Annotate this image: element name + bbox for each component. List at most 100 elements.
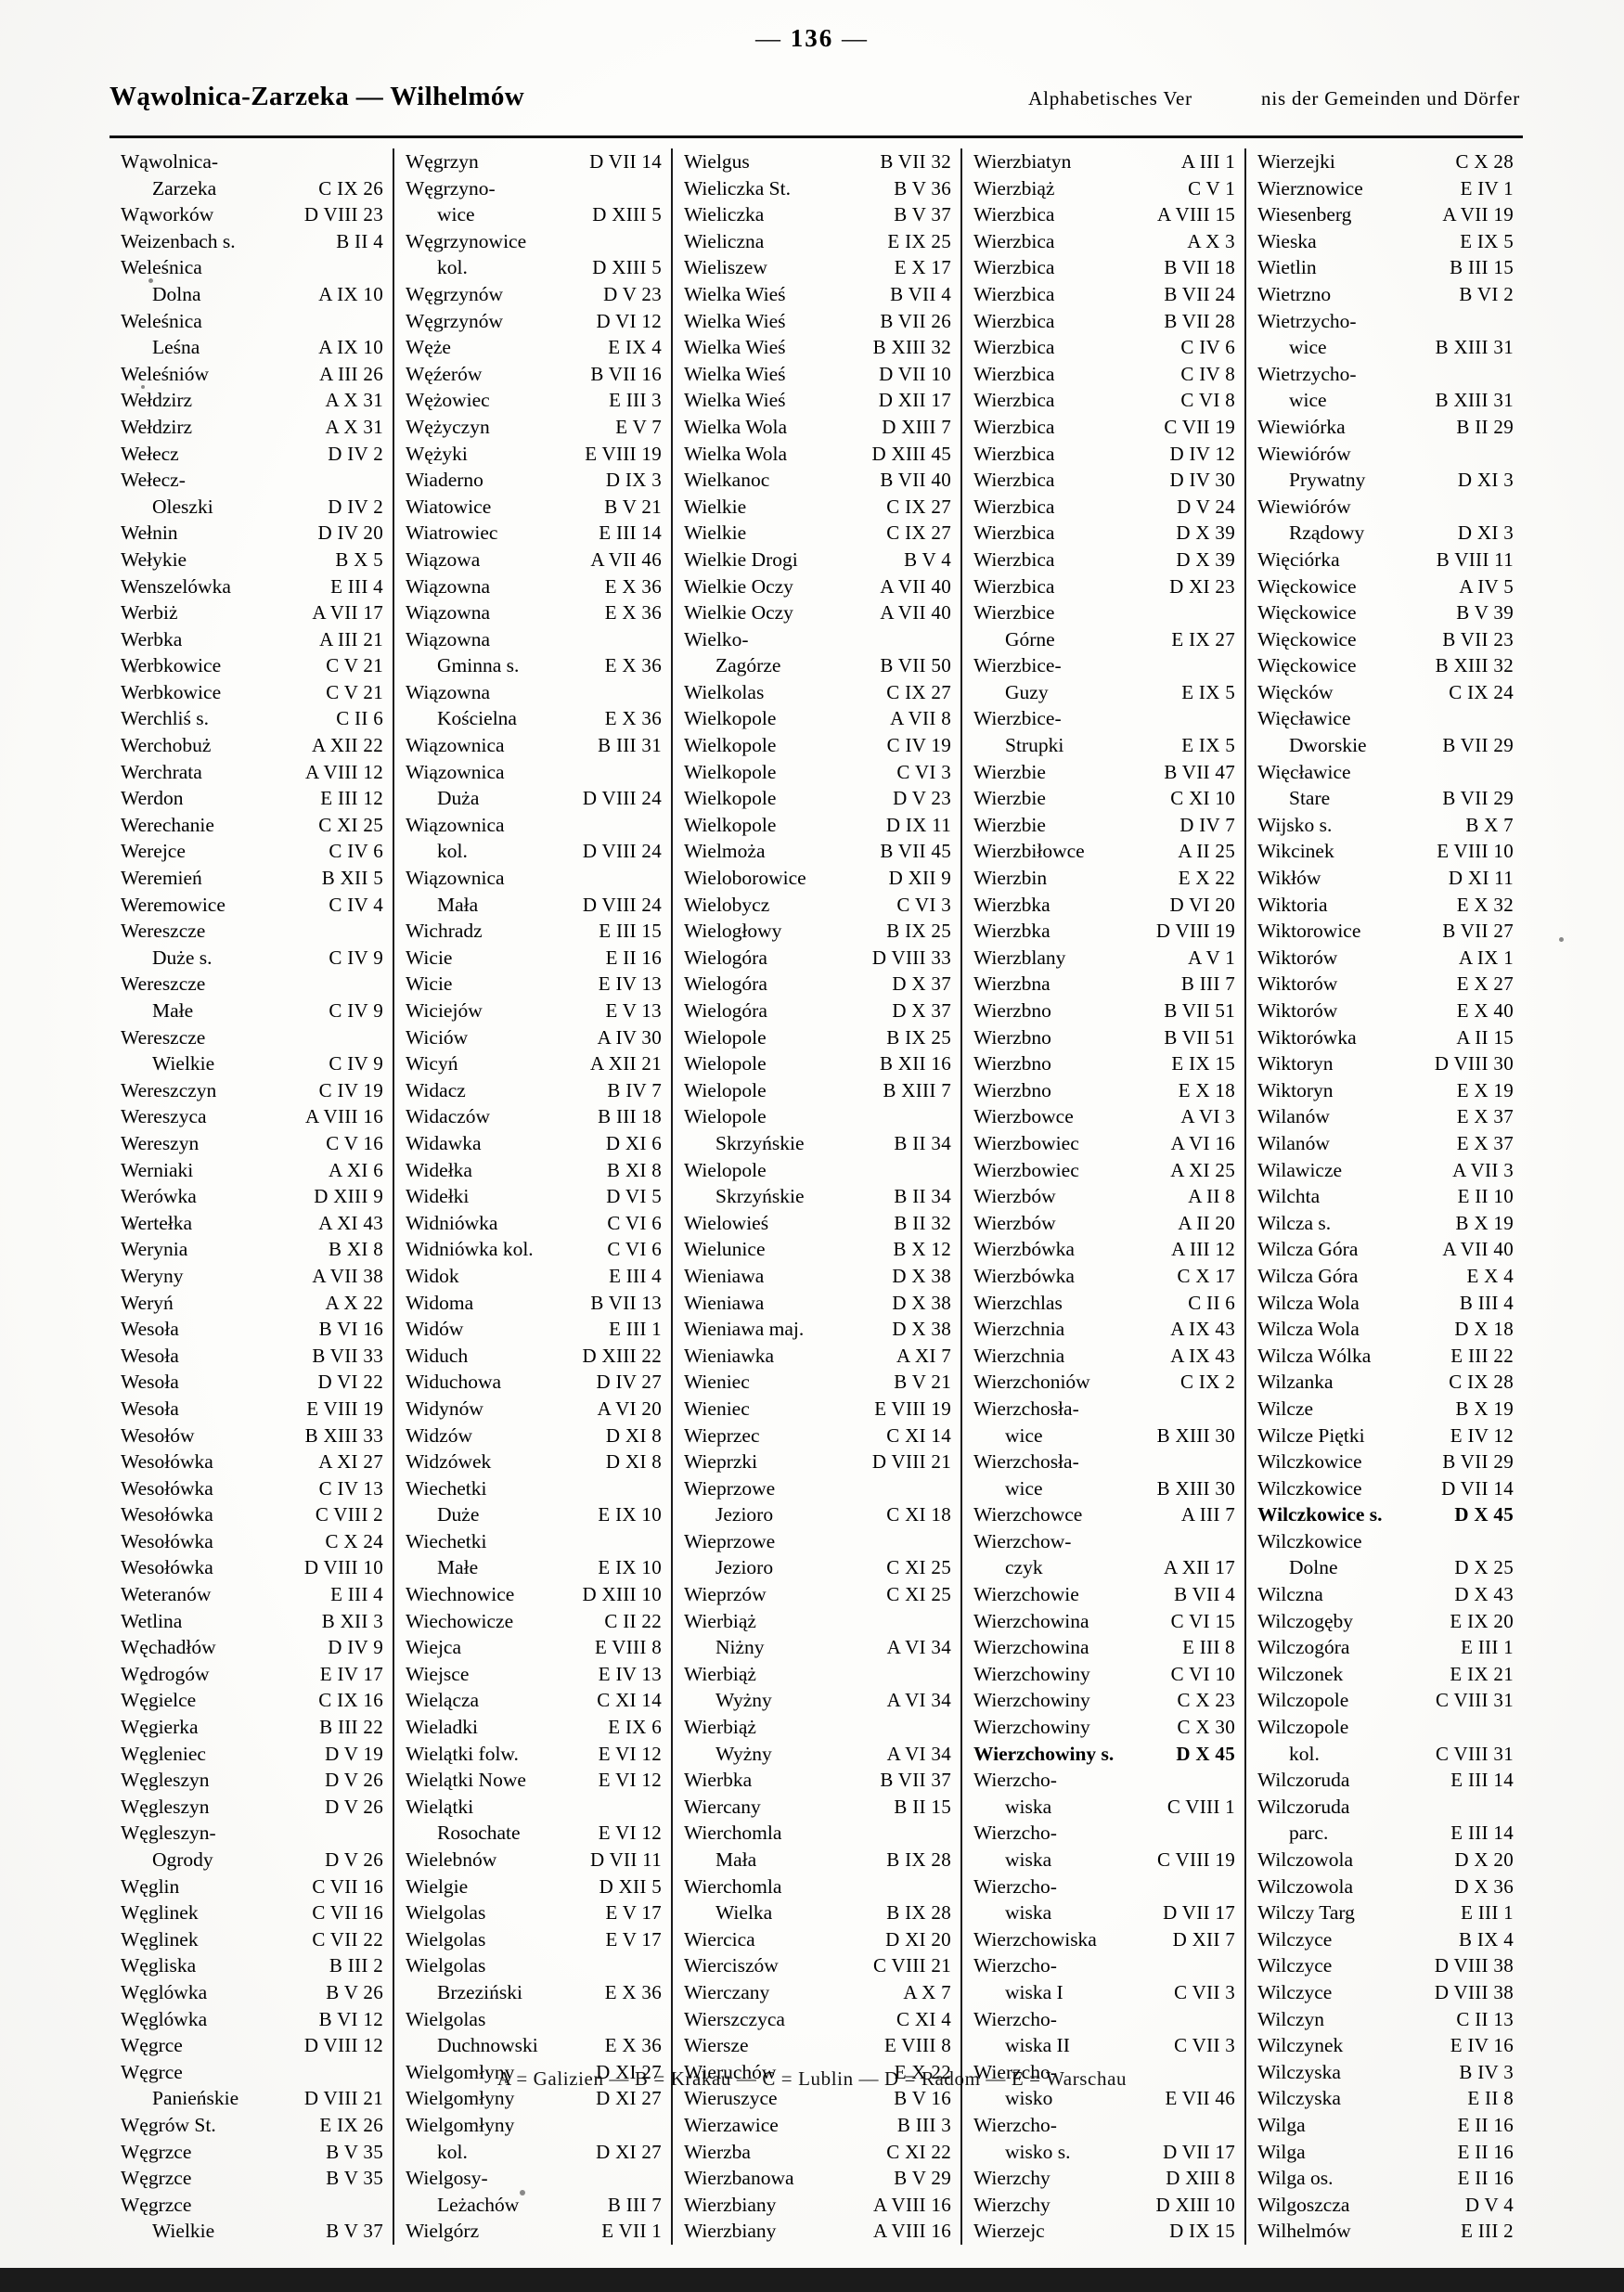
index-entry: Werdon E III 12 xyxy=(121,785,383,812)
entry-code: E III 1 xyxy=(1461,1636,1514,1659)
index-entry: Wiaderno D IX 3 xyxy=(406,467,662,494)
index-entry: Wilcza s. B X 19 xyxy=(1257,1210,1514,1237)
index-entry: Wierzbica C VII 19 xyxy=(973,414,1235,441)
entry-code: C VIII 19 xyxy=(1157,1848,1235,1871)
index-entry: Wicie E II 16 xyxy=(406,945,662,972)
entry-name: Wesołówka xyxy=(121,1450,213,1474)
entry-name: Widok xyxy=(406,1264,459,1287)
entry-name: kol. xyxy=(437,256,468,279)
entry-code: C II 22 xyxy=(604,1609,662,1632)
entry-name: Wilczkowice xyxy=(1257,1450,1362,1474)
entry-code: B IX 4 xyxy=(1459,1927,1514,1951)
index-entry: wiska D VII 17 xyxy=(973,1899,1235,1926)
entry-code: C IV 6 xyxy=(329,840,383,863)
entry-name: Wielgosy- xyxy=(406,2167,488,2190)
entry-name: Wierzcho- xyxy=(973,2113,1057,2136)
entry-code: B XIII 30 xyxy=(1156,1423,1235,1447)
entry-name: Wesoła xyxy=(121,1397,179,1420)
entry-name: Wielątki Nowe xyxy=(406,1769,526,1792)
entry-code: B X 5 xyxy=(335,547,383,571)
index-entry: Wierzbica D X 39 xyxy=(973,520,1235,547)
entry-code: E VIII 8 xyxy=(884,2034,951,2057)
entry-name: Wierzbice- xyxy=(973,707,1062,730)
entry-code: D V 24 xyxy=(1177,495,1235,518)
entry-code: B V 35 xyxy=(326,2167,383,2190)
entry-code: E X 36 xyxy=(604,654,662,677)
index-entry: Wielątki Nowe E VI 12 xyxy=(406,1767,662,1794)
entry-code: C XI 22 xyxy=(886,2140,951,2163)
entry-code: B VII 29 xyxy=(1442,734,1514,757)
entry-name: Wierzbica xyxy=(973,547,1055,571)
entry-code: A IX 10 xyxy=(318,336,383,359)
index-entry: Wierzbna B III 7 xyxy=(973,971,1235,998)
entry-code: E II 8 xyxy=(1467,2087,1514,2110)
entry-name: Wielka Wieś xyxy=(684,282,786,305)
entry-name: Wielka Wieś xyxy=(684,309,786,332)
entry-code: B XIII 32 xyxy=(1435,654,1514,677)
index-entry: Wierzbice xyxy=(973,599,1235,626)
index-entry: Wereszcze xyxy=(121,971,383,998)
entry-code: A VI 3 xyxy=(1180,1105,1235,1128)
index-entry: Wielgie D XII 5 xyxy=(406,1874,662,1900)
index-entry: Rosochate E VI 12 xyxy=(406,1820,662,1847)
entry-name: Wesoła xyxy=(121,1371,179,1394)
entry-name: Wierczany xyxy=(684,1980,770,2003)
index-entry: Wilanów E X 37 xyxy=(1257,1103,1514,1130)
index-entry: Wierzba C XI 22 xyxy=(684,2139,951,2166)
entry-name: Wieliczka St. xyxy=(684,176,791,200)
index-entry: Wierzbówka A III 12 xyxy=(973,1236,1235,1263)
entry-code: E V 17 xyxy=(605,1927,662,1951)
column-2: Węgrzyn D VII 14 Węgrzyno-wice D XIII 5 Węgr… xyxy=(393,148,671,2245)
index-entry: Weleśnica xyxy=(121,308,383,335)
entry-name: Wesołówka xyxy=(121,1529,213,1552)
entry-name: Wicie xyxy=(406,972,453,996)
entry-name: Wilcze Piętki xyxy=(1257,1423,1365,1447)
index-entry: Wierzbica D IV 30 xyxy=(973,467,1235,494)
entry-name: Wielkie Oczy xyxy=(684,601,793,625)
index-entry: Wietrzycho- xyxy=(1257,308,1514,335)
entry-code: D IV 12 xyxy=(1169,442,1235,465)
entry-name: Więckowice xyxy=(1257,601,1357,625)
entry-name: Wilcza Wola xyxy=(1257,1318,1360,1341)
index-entry: Weizenbach s. B II 4 xyxy=(121,228,383,255)
index-entry: Duże s. C IV 9 xyxy=(121,945,383,972)
entry-code: B VIII 11 xyxy=(1436,547,1514,571)
entry-name: Weremowice xyxy=(121,893,226,916)
entry-code: D VIII 24 xyxy=(582,840,662,863)
entry-code: B II 29 xyxy=(1456,415,1514,438)
index-entry: Węgliska B III 2 xyxy=(121,1952,383,1979)
index-entry: Panieńskie D VIII 21 xyxy=(121,2085,383,2112)
entry-name: Wiktorówka xyxy=(1257,1025,1357,1049)
entry-name: wice xyxy=(1005,1476,1043,1500)
entry-name: Wielka xyxy=(715,1901,773,1925)
entry-code: D V 19 xyxy=(325,1742,383,1765)
entry-name: Wierzchlas xyxy=(973,1291,1063,1314)
entry-code: C IX 16 xyxy=(318,1689,383,1712)
index-entry: Wietrzno B VI 2 xyxy=(1257,281,1514,308)
entry-name: Wiązownica xyxy=(406,867,505,890)
entry-code: B VII 4 xyxy=(1174,1583,1235,1606)
entry-code: B III 7 xyxy=(1180,972,1235,996)
entry-code: E X 32 xyxy=(1456,893,1514,916)
entry-code: B VII 26 xyxy=(880,309,951,332)
entry-name: Wesołówka xyxy=(121,1476,213,1500)
index-entry: Wierzbie C XI 10 xyxy=(973,785,1235,812)
index-entry: Wełnin D IV 20 xyxy=(121,520,383,547)
index-entry: Wieska E IX 5 xyxy=(1257,228,1514,255)
index-entry: Wielka B IX 28 xyxy=(684,1899,951,1926)
index-entry: Jezioro C XI 18 xyxy=(684,1501,951,1528)
entry-name: Wierzbica xyxy=(973,229,1055,252)
index-entry: Werówka D XIII 9 xyxy=(121,1183,383,1210)
entry-name: Wierzbno xyxy=(973,1078,1051,1101)
entry-name: Wierzbica xyxy=(973,203,1055,226)
index-entry: Wierzchowiny C X 23 xyxy=(973,1687,1235,1714)
index-entry: Wierzchowiny s. D X 45 xyxy=(973,1741,1235,1768)
index-entry: Wełecz D IV 2 xyxy=(121,441,383,468)
entry-name: Wielgolas xyxy=(406,1954,486,1977)
entry-name: Wierzbie xyxy=(973,813,1046,836)
index-entry: Wiejca E VIII 8 xyxy=(406,1634,662,1661)
index-entry: Wielgosy- xyxy=(406,2165,662,2192)
entry-name: Wędrogów xyxy=(121,1662,210,1685)
index-entry: wiska II C VII 3 xyxy=(973,2032,1235,2059)
